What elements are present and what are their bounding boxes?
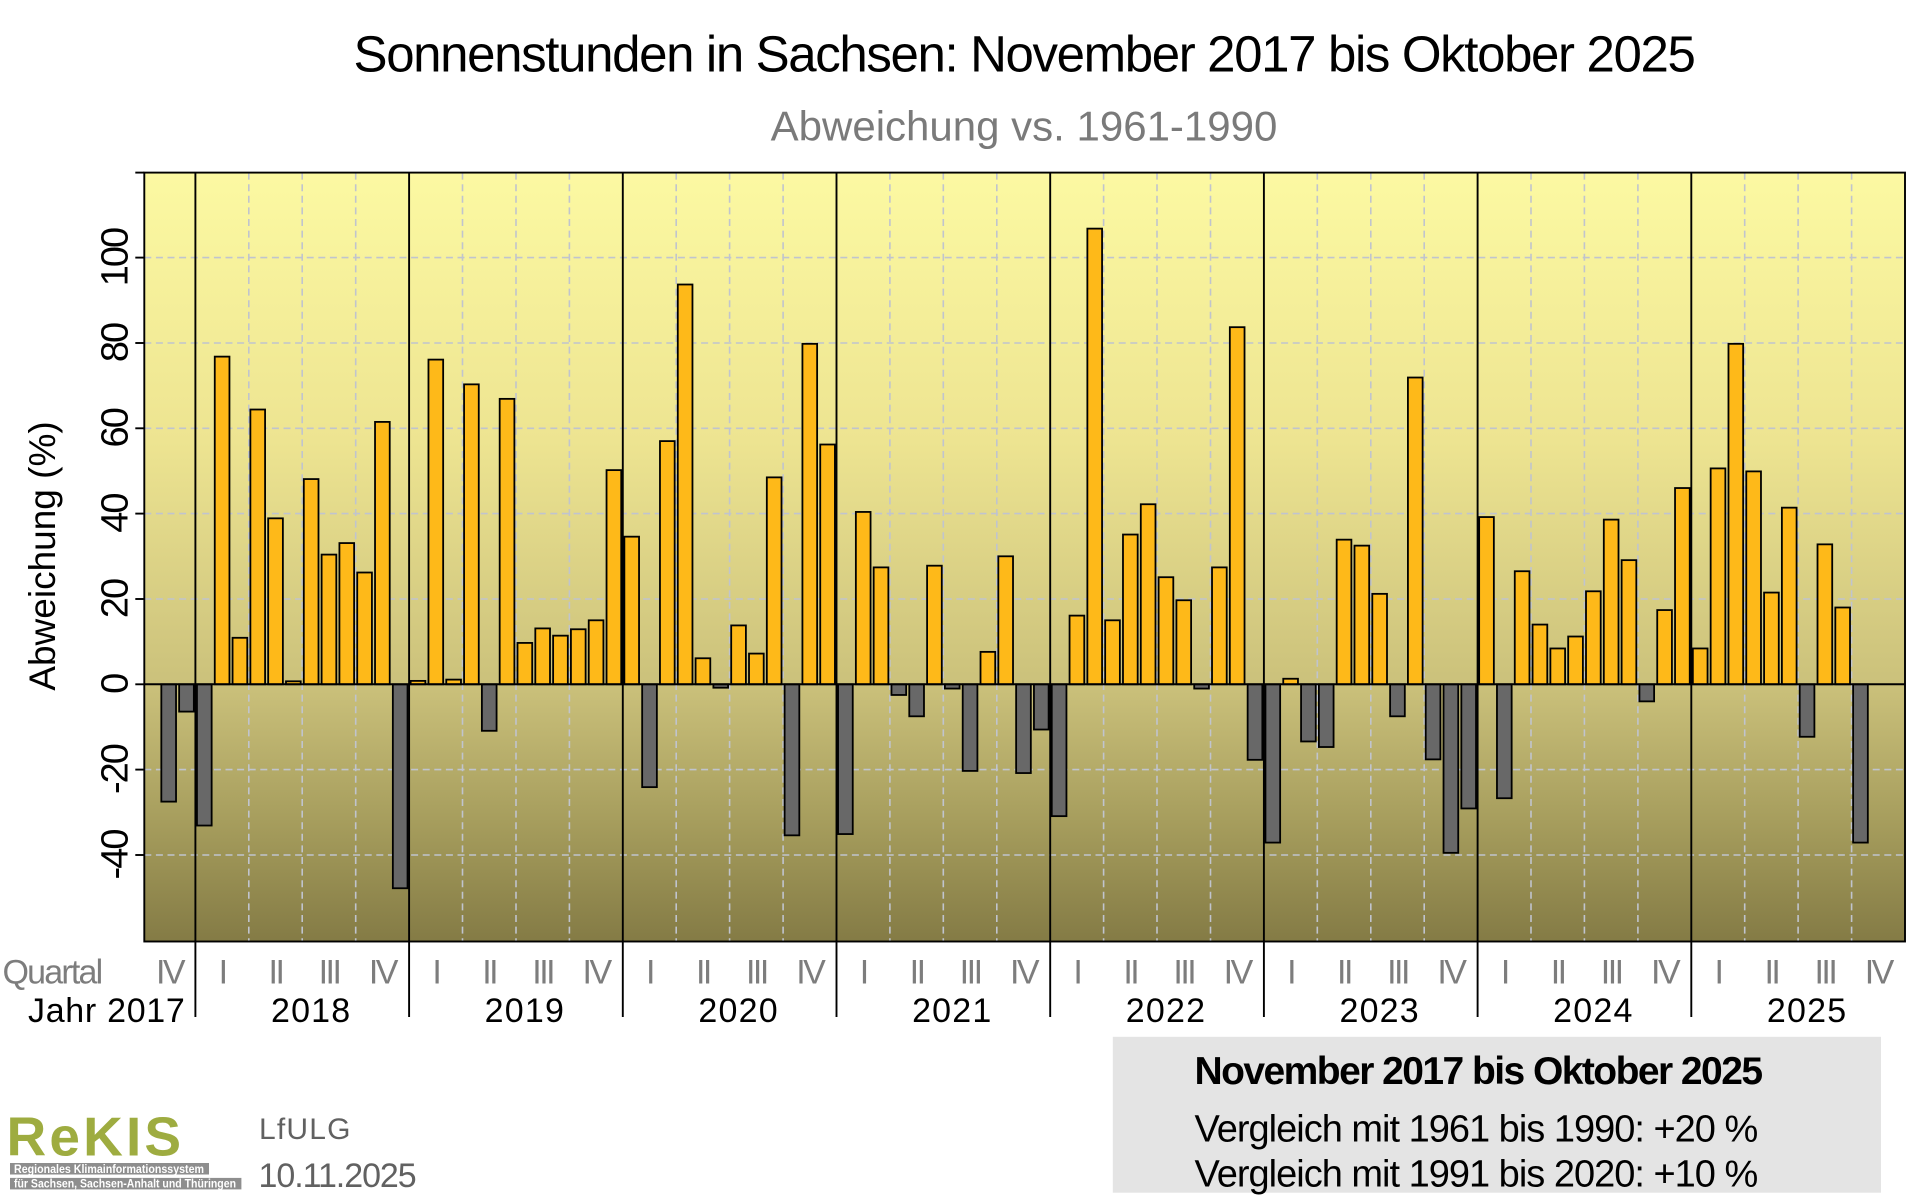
svg-text:I: I [1287,953,1294,991]
svg-text:60: 60 [95,408,137,447]
svg-text:IV: IV [796,953,826,991]
svg-text:III: III [1173,953,1194,991]
svg-text:II: II [269,953,283,991]
svg-text:2020: 2020 [698,992,778,1030]
svg-text:-20: -20 [95,744,137,794]
svg-text:80: 80 [95,323,137,362]
svg-text:Abweichung vs. 1961-1990: Abweichung vs. 1961-1990 [771,103,1278,150]
svg-text:II: II [1551,953,1565,991]
svg-text:I: I [1715,953,1722,991]
svg-text:-40: -40 [95,830,137,880]
svg-text:20: 20 [95,579,137,618]
svg-text:Regionales Klimainformationssy: Regionales Klimainformationssystem [14,1164,204,1176]
svg-text:II: II [696,953,710,991]
svg-text:I: I [432,953,439,991]
svg-text:III: III [532,953,553,991]
svg-text:2025: 2025 [1767,992,1847,1030]
svg-text:LfULG: LfULG [259,1113,352,1146]
svg-text:Sonnenstunden in Sachsen: Nove: Sonnenstunden in Sachsen: November 2017 … [354,26,1695,83]
svg-text:II: II [482,953,496,991]
svg-text:IV: IV [369,953,399,991]
svg-text:100: 100 [95,228,137,286]
svg-text:I: I [1501,953,1508,991]
svg-text:Quartal: Quartal [3,953,102,991]
svg-text:III: III [960,953,981,991]
svg-text:III: III [1387,953,1408,991]
svg-text:Vergleich mit 1991 bis 2020: +: Vergleich mit 1991 bis 2020: +10 % [1195,1154,1758,1196]
svg-text:IV: IV [1224,953,1254,991]
svg-text:II: II [1123,953,1137,991]
svg-text:0: 0 [95,674,137,694]
svg-text:2019: 2019 [485,992,565,1030]
svg-text:I: I [219,953,226,991]
svg-text:I: I [646,953,653,991]
svg-text:II: II [1764,953,1778,991]
svg-text:November 2017 bis Oktober 2025: November 2017 bis Oktober 2025 [1195,1050,1763,1093]
svg-text:IV: IV [1651,953,1681,991]
svg-text:IV: IV [583,953,613,991]
svg-text:ReKIS: ReKIS [7,1106,185,1168]
svg-text:40: 40 [95,494,137,533]
svg-text:10.11.2025: 10.11.2025 [259,1157,416,1195]
svg-text:IV: IV [156,953,186,991]
svg-text:2023: 2023 [1339,992,1419,1030]
svg-text:III: III [319,953,340,991]
svg-text:Vergleich mit 1961 bis 1990: +: Vergleich mit 1961 bis 1990: +20 % [1195,1109,1758,1151]
svg-text:III: III [1814,953,1835,991]
svg-text:IV: IV [1437,953,1467,991]
svg-text:IV: IV [1865,953,1895,991]
svg-text:Jahr 2017: Jahr 2017 [28,992,186,1030]
svg-text:III: III [1601,953,1622,991]
svg-text:II: II [910,953,924,991]
svg-text:für Sachsen, Sachsen-Anhalt un: für Sachsen, Sachsen-Anhalt und Thüringe… [14,1178,236,1190]
svg-text:Abweichung (%): Abweichung (%) [22,421,63,690]
svg-text:2021: 2021 [912,992,992,1030]
svg-text:II: II [1337,953,1351,991]
svg-text:III: III [746,953,767,991]
svg-text:2024: 2024 [1553,992,1633,1030]
svg-text:2018: 2018 [271,992,351,1030]
svg-text:I: I [1073,953,1080,991]
svg-text:IV: IV [1010,953,1040,991]
svg-text:I: I [860,953,867,991]
svg-text:2022: 2022 [1126,992,1206,1030]
